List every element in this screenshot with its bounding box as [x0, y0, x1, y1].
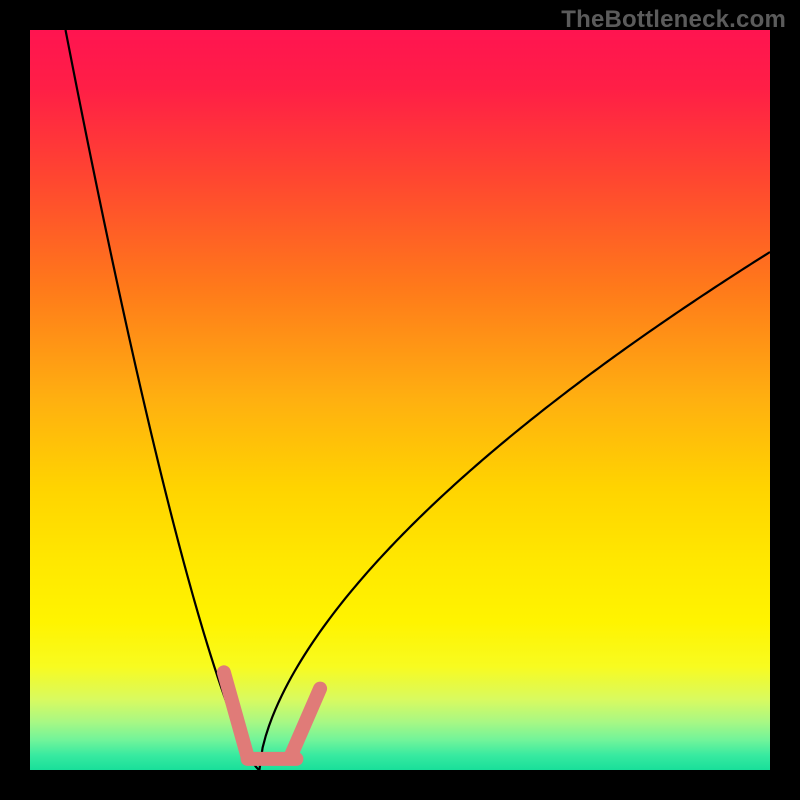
- chart-frame: TheBottleneck.com: [0, 0, 800, 800]
- gradient-background: [30, 30, 770, 770]
- bottleneck-chart: [0, 0, 800, 800]
- watermark-text: TheBottleneck.com: [561, 6, 786, 34]
